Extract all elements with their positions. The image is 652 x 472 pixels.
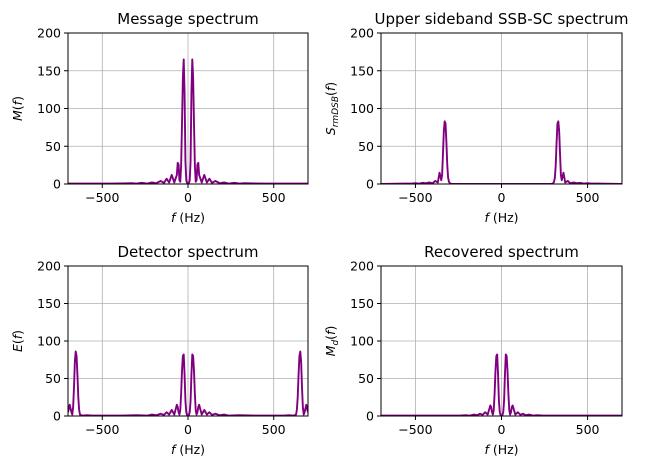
y-tick-label: 50 xyxy=(358,139,374,154)
x-tick-label: 500 xyxy=(262,422,286,437)
x-tick-label: 0 xyxy=(498,190,506,205)
y-tick-label: 100 xyxy=(350,101,374,116)
y-axis-label: Md(f) xyxy=(323,326,341,357)
x-tick-label: 500 xyxy=(576,422,600,437)
x-axis-label: f (Hz) xyxy=(171,210,205,225)
series-line-1 xyxy=(381,120,622,184)
series-line-1 xyxy=(68,58,308,184)
y-axis-label: M(f) xyxy=(10,96,25,121)
x-axis-label: f (Hz) xyxy=(484,210,518,225)
y-tick-label: 200 xyxy=(350,259,374,274)
x-tick-label: −500 xyxy=(85,190,119,205)
y-tick-label: 50 xyxy=(45,139,61,154)
y-tick-label: 150 xyxy=(350,296,374,311)
y-tick-label: 0 xyxy=(53,177,61,192)
y-axis-label: SrmDSB(f) xyxy=(323,82,341,135)
x-tick-label: 500 xyxy=(262,190,286,205)
subplot-3: −500 0 500 0 50 100 150 200 Detector spectrum f (… xyxy=(10,243,309,457)
x-tick-label: −500 xyxy=(85,422,119,437)
y-tick-label: 50 xyxy=(358,371,374,386)
y-tick-label: 0 xyxy=(53,409,61,424)
x-axis-label: f (Hz) xyxy=(171,442,205,457)
y-tick-label: 0 xyxy=(366,409,374,424)
series-line-1 xyxy=(68,350,308,416)
subplot-title: Upper sideband SSB-SC spectrum xyxy=(375,10,629,28)
y-tick-label: 200 xyxy=(37,26,61,41)
y-tick-label: 100 xyxy=(37,101,61,116)
y-tick-label: 100 xyxy=(37,334,61,349)
y-tick-label: 200 xyxy=(37,259,61,274)
x-tick-label: −500 xyxy=(398,422,432,437)
x-tick-label: 0 xyxy=(498,422,506,437)
subplot-1: −500 0 500 0 50 100 150 200 Message spectrum f (H… xyxy=(10,10,309,225)
y-tick-label: 100 xyxy=(350,334,374,349)
y-tick-label: 0 xyxy=(366,177,374,192)
x-tick-label: −500 xyxy=(398,190,432,205)
y-tick-label: 150 xyxy=(350,63,374,78)
subplot-title: Recovered spectrum xyxy=(424,243,579,261)
subplot-title: Detector spectrum xyxy=(117,243,258,261)
subplot-title: Message spectrum xyxy=(117,10,259,28)
x-tick-label: 0 xyxy=(184,422,192,437)
series-line-1 xyxy=(381,353,622,416)
subplot-4: −500 0 500 0 50 100 150 200 Recovered spectrum f … xyxy=(323,243,623,457)
y-tick-label: 50 xyxy=(45,371,61,386)
y-tick-label: 150 xyxy=(37,63,61,78)
y-tick-label: 200 xyxy=(350,26,374,41)
x-axis-label: f (Hz) xyxy=(484,442,518,457)
x-tick-label: 0 xyxy=(184,190,192,205)
y-axis-label: E(f) xyxy=(10,330,25,352)
y-tick-label: 150 xyxy=(37,296,61,311)
x-tick-label: 500 xyxy=(576,190,600,205)
